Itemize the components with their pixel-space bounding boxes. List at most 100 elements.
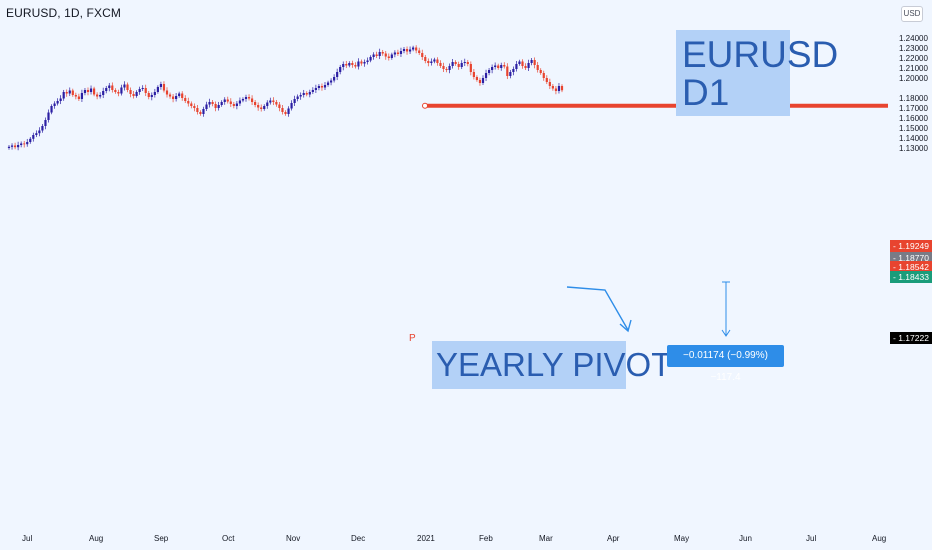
candle-body xyxy=(393,52,396,55)
candle-body xyxy=(336,72,339,77)
note-line-symbol: EURUSD xyxy=(682,34,839,75)
candle-body xyxy=(20,143,23,145)
time-tick-label: Jul xyxy=(22,534,32,543)
candle-body xyxy=(132,94,135,96)
candle-body xyxy=(396,52,400,54)
candle-body xyxy=(296,96,299,99)
price-tick-label: 1.13000 xyxy=(899,144,928,153)
symbol-title[interactable]: EURUSD, 1D, FXCM xyxy=(6,6,121,20)
candle-body xyxy=(275,102,278,105)
time-tick-label: Jun xyxy=(739,534,752,543)
candle-body xyxy=(269,100,272,103)
candle-body xyxy=(478,80,482,83)
candle-body xyxy=(378,52,381,56)
price-tag xyxy=(890,261,932,273)
candle-body xyxy=(159,84,163,87)
candle-body xyxy=(175,96,178,99)
candle-body xyxy=(545,78,548,82)
candle-body xyxy=(205,104,208,109)
candle-body xyxy=(494,65,497,67)
candle-body xyxy=(557,86,561,91)
drawing-objects[interactable] xyxy=(422,102,889,337)
eurusd-d1-note[interactable]: EURUSD D1 xyxy=(676,30,839,116)
candle-body xyxy=(217,105,220,108)
candle-body xyxy=(433,59,436,62)
time-axis[interactable]: Jul Aug Sep Oct Nov Dec 2021 Feb Mar Apr May Jun Jul… xyxy=(22,534,886,543)
candle-body xyxy=(345,64,348,66)
candle-body xyxy=(126,84,129,90)
yearly-pivot-note[interactable]: YEARLY PIVOT xyxy=(432,341,671,389)
candle-body xyxy=(68,90,71,94)
measure-label[interactable]: −0.01174 (−0.99%) −117.4 xyxy=(667,345,784,383)
candle-body xyxy=(481,78,485,83)
candle-body xyxy=(65,92,68,94)
candle-body xyxy=(500,65,503,68)
candle-body xyxy=(147,93,150,97)
candle-body xyxy=(408,49,412,52)
candle-body xyxy=(7,146,11,148)
candle-body xyxy=(181,93,184,98)
candle-body xyxy=(263,106,266,109)
candle-body xyxy=(360,61,363,64)
candle-body xyxy=(96,94,99,97)
price-tick-label: 1.16000 xyxy=(899,114,928,123)
candle-body xyxy=(266,102,269,106)
price-tag xyxy=(890,240,932,252)
candle-body xyxy=(518,61,521,64)
candle-body xyxy=(53,103,56,106)
candle-body xyxy=(17,145,20,148)
candle-body xyxy=(32,135,35,139)
candle-body xyxy=(144,88,147,93)
price-tick-label: 1.14000 xyxy=(899,134,928,143)
candle-body xyxy=(329,80,333,83)
candle-body xyxy=(250,98,254,102)
candle-body xyxy=(381,52,384,54)
candle-body xyxy=(448,66,451,70)
candle-body xyxy=(92,88,96,95)
price-tag-label: - 1.18542 xyxy=(893,262,929,272)
price-tick-label: 1.23000 xyxy=(899,44,928,53)
price-tag-label: - 1.18770 xyxy=(893,253,929,263)
currency-button[interactable]: USD xyxy=(901,6,923,22)
candle-body xyxy=(339,67,342,72)
candle-body xyxy=(317,86,321,88)
candle-body xyxy=(290,103,293,109)
candle-body xyxy=(89,88,93,92)
candle-body xyxy=(326,82,330,85)
projection-arrowhead xyxy=(619,319,632,333)
candle-body xyxy=(551,86,554,89)
candle-body xyxy=(62,92,65,99)
candle-body xyxy=(524,66,527,68)
candle-body xyxy=(114,90,117,92)
candle-body xyxy=(457,64,460,67)
candle-body xyxy=(427,61,430,63)
candle-body xyxy=(527,63,530,68)
candle-body xyxy=(533,60,536,65)
candle-body xyxy=(156,87,159,92)
price-tag-label: - 1.19249 xyxy=(893,241,929,251)
pivot-line-handle xyxy=(422,102,428,109)
candle-body xyxy=(460,63,463,67)
candle-body xyxy=(56,101,59,104)
candle-body xyxy=(536,65,539,70)
candle-body xyxy=(190,103,193,106)
candle-body xyxy=(421,53,424,57)
candle-body xyxy=(284,112,287,114)
price-scale-tags: - 1.19249 - 1.18770- 1.18542- 1.18433 - 1.… xyxy=(890,240,932,344)
candle-body xyxy=(135,92,138,96)
candle-body xyxy=(412,47,415,50)
candle-body xyxy=(10,145,14,147)
candle-body xyxy=(333,77,336,81)
candle-body xyxy=(491,67,494,70)
candle-body xyxy=(80,93,84,99)
candle-body xyxy=(184,98,187,101)
candle-body xyxy=(430,61,433,63)
candle-body xyxy=(238,100,242,104)
price-tag-label: - 1.18433 xyxy=(893,272,929,282)
candle-body xyxy=(232,104,235,106)
candle-body xyxy=(178,93,181,96)
time-tick-label: Nov xyxy=(286,534,300,543)
